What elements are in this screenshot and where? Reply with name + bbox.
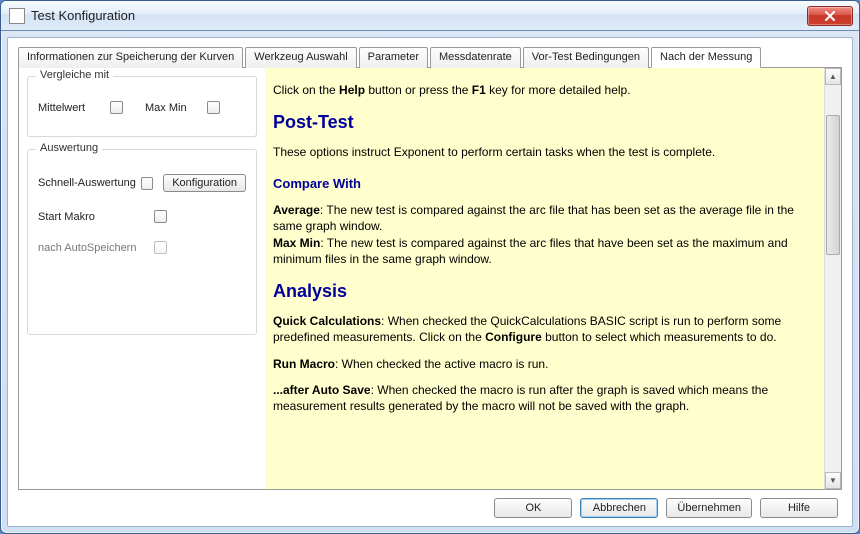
close-icon	[824, 11, 836, 21]
average-checkbox[interactable]	[110, 101, 123, 114]
p-runmacro: Run Macro: When checked the active macro…	[273, 356, 808, 372]
close-button[interactable]	[807, 6, 853, 26]
window-title: Test Konfiguration	[31, 8, 807, 23]
tab-strip: Informationen zur Speicherung der Kurven…	[18, 46, 842, 67]
group-analysis: Auswertung Schnell-Auswertung Konfigurat…	[27, 149, 257, 335]
heading-posttest: Post-Test	[273, 110, 808, 134]
maxmin-checkbox[interactable]	[207, 101, 220, 114]
button-bar: OK Abbrechen Übernehmen Hilfe	[18, 490, 842, 520]
tab-tool[interactable]: Werkzeug Auswahl	[245, 47, 356, 68]
afterautosave-checkbox	[154, 241, 167, 254]
tab-posttest[interactable]: Nach der Messung	[651, 47, 761, 68]
tab-label: Nach der Messung	[660, 51, 752, 63]
configure-button[interactable]: Konfiguration	[163, 174, 246, 192]
tab-info[interactable]: Informationen zur Speicherung der Kurven	[18, 47, 243, 68]
p-average: Average: The new test is compared agains…	[273, 202, 808, 267]
help-pane: Click on the Help button or press the F1…	[265, 68, 841, 489]
scroll-thumb[interactable]	[826, 115, 840, 255]
afterautosave-label: nach AutoSpeichern	[38, 242, 154, 254]
group-title: Vergleiche mit	[36, 69, 113, 81]
heading-analysis: Analysis	[273, 279, 808, 303]
tab-label: Informationen zur Speicherung der Kurven	[27, 51, 234, 63]
tab-label: Messdatenrate	[439, 51, 512, 63]
maxmin-label: Max Min	[145, 102, 207, 114]
tab-label: Parameter	[368, 51, 419, 63]
apply-button[interactable]: Übernehmen	[666, 498, 752, 518]
runmacro-label: Start Makro	[38, 211, 154, 223]
average-label: Mittelwert	[38, 102, 110, 114]
heading-compare: Compare With	[273, 175, 808, 193]
help-scrollbar[interactable]: ▲ ▼	[824, 68, 841, 489]
left-pane: Vergleiche mit Mittelwert Max Min Auswer…	[19, 68, 265, 489]
group-title: Auswertung	[36, 142, 102, 154]
help-intro: Click on the Help button or press the F1…	[273, 82, 808, 98]
tab-parameter[interactable]: Parameter	[359, 47, 428, 68]
client-area: Informationen zur Speicherung der Kurven…	[7, 37, 853, 527]
quick-label: Schnell-Auswertung	[38, 177, 141, 189]
app-icon	[9, 8, 25, 24]
help-button[interactable]: Hilfe	[760, 498, 838, 518]
scroll-down-button[interactable]: ▼	[825, 472, 841, 489]
tab-page: Vergleiche mit Mittelwert Max Min Auswer…	[18, 67, 842, 490]
p-posttest: These options instruct Exponent to perfo…	[273, 144, 808, 160]
runmacro-checkbox[interactable]	[154, 210, 167, 223]
tab-pretest[interactable]: Vor-Test Bedingungen	[523, 47, 649, 68]
p-quickcalc: Quick Calculations: When checked the Qui…	[273, 313, 808, 345]
group-compare: Vergleiche mit Mittelwert Max Min	[27, 76, 257, 137]
scroll-up-button[interactable]: ▲	[825, 68, 841, 85]
tab-rate[interactable]: Messdatenrate	[430, 47, 521, 68]
p-afterautosave: ...after Auto Save: When checked the mac…	[273, 382, 808, 414]
dialog-window: Test Konfiguration Informationen zur Spe…	[0, 0, 860, 534]
titlebar[interactable]: Test Konfiguration	[1, 1, 859, 31]
tab-label: Werkzeug Auswahl	[254, 51, 347, 63]
scroll-track[interactable]	[825, 85, 841, 472]
cancel-button[interactable]: Abbrechen	[580, 498, 658, 518]
ok-button[interactable]: OK	[494, 498, 572, 518]
help-content: Click on the Help button or press the F1…	[265, 68, 824, 489]
tab-label: Vor-Test Bedingungen	[532, 51, 640, 63]
quick-checkbox[interactable]	[141, 177, 153, 190]
